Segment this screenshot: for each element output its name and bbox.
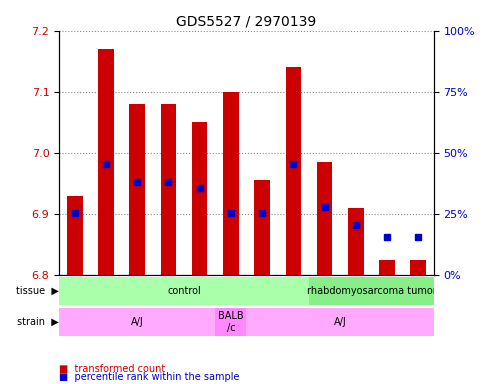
Bar: [309, 276, 434, 305]
Bar: [67, 196, 83, 275]
Title: GDS5527 / 2970139: GDS5527 / 2970139: [176, 14, 317, 28]
Bar: [59, 308, 215, 336]
Bar: [192, 122, 208, 275]
Bar: [254, 180, 270, 275]
Bar: [98, 49, 114, 275]
Bar: [223, 92, 239, 275]
Text: ■  transformed count: ■ transformed count: [59, 364, 166, 374]
Bar: [379, 260, 395, 275]
Bar: [215, 308, 246, 336]
Text: A/J: A/J: [334, 317, 347, 327]
Bar: [348, 208, 363, 275]
Bar: [410, 260, 426, 275]
Text: tissue  ▶: tissue ▶: [16, 286, 59, 296]
Bar: [161, 104, 176, 275]
Bar: [59, 276, 309, 305]
Text: strain  ▶: strain ▶: [17, 317, 59, 327]
Text: rhabdomyosarcoma tumor: rhabdomyosarcoma tumor: [307, 286, 436, 296]
Bar: [317, 162, 332, 275]
Text: BALB
/c: BALB /c: [218, 311, 244, 333]
Bar: [285, 67, 301, 275]
Bar: [129, 104, 145, 275]
Bar: [246, 308, 434, 336]
Text: ■  percentile rank within the sample: ■ percentile rank within the sample: [59, 372, 240, 382]
Text: A/J: A/J: [131, 317, 143, 327]
Text: control: control: [167, 286, 201, 296]
